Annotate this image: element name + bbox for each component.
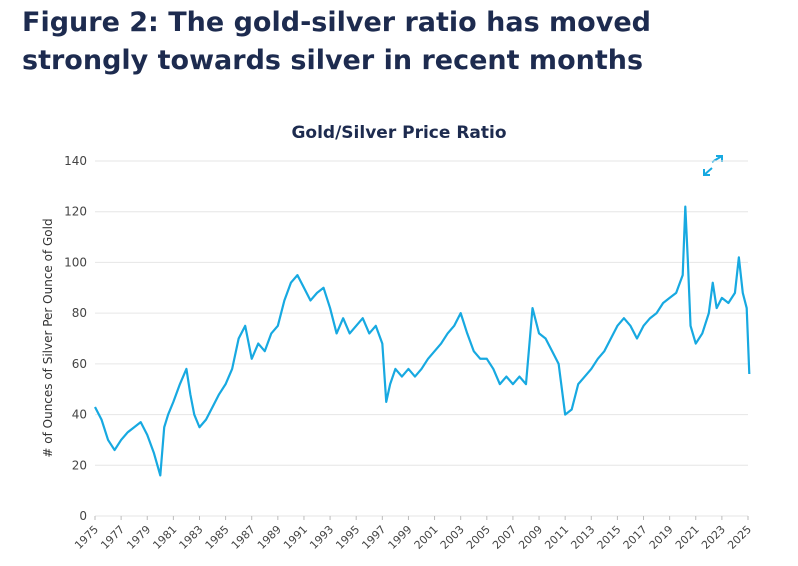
y-tick-label: 0 [79,509,87,523]
x-tick-label: 1987 [229,523,258,552]
y-tick-label: 80 [72,306,87,320]
y-tick-label: 60 [72,357,87,371]
x-tick-label: 2017 [621,523,650,552]
x-tick-label: 2025 [725,523,754,552]
expand-icon[interactable] [703,155,723,176]
y-tick-label: 120 [64,205,87,219]
x-tick-label: 2007 [490,523,519,552]
x-tick-label: 1989 [255,523,284,552]
chart-title: Gold/Silver Price Ratio [291,123,506,143]
y-axis-label: # of Ounces of Silver Per Ounce of Gold [41,218,55,457]
y-tick-label: 40 [72,408,87,422]
x-tick-label: 1985 [203,523,232,552]
x-tick-label: 1977 [98,523,127,552]
x-tick-label: 2009 [516,523,545,552]
y-tick-label: 140 [64,154,87,168]
x-tick-label: 2003 [438,523,467,552]
x-tick-label: 1991 [281,523,310,552]
x-tick-label: 1999 [386,523,415,552]
line [94,205,751,477]
y-tick-label: 20 [72,458,87,472]
x-tick-label: 2001 [412,523,441,552]
x-tick-label: 2011 [542,523,571,552]
x-tick-label: 1983 [177,523,206,552]
x-tick-label: 1997 [359,523,388,552]
headline: Figure 2: The gold-silver ratio has move… [22,7,651,76]
x-tick-label: 2023 [699,523,728,552]
x-tick-label: 1979 [124,523,153,552]
y-tick-label: 100 [64,255,87,269]
x-tick-label: 2015 [595,523,624,552]
x-tick-label: 2005 [464,523,493,552]
x-tick-label: 1975 [72,523,101,552]
x-tick-label: 1995 [333,523,362,552]
x-tick-label: 1993 [307,523,336,552]
x-tick-label: 2019 [647,523,676,552]
x-tick-label: 2021 [673,523,702,552]
x-tick-label: 1981 [150,523,179,552]
x-tick-label: 2013 [568,523,597,552]
